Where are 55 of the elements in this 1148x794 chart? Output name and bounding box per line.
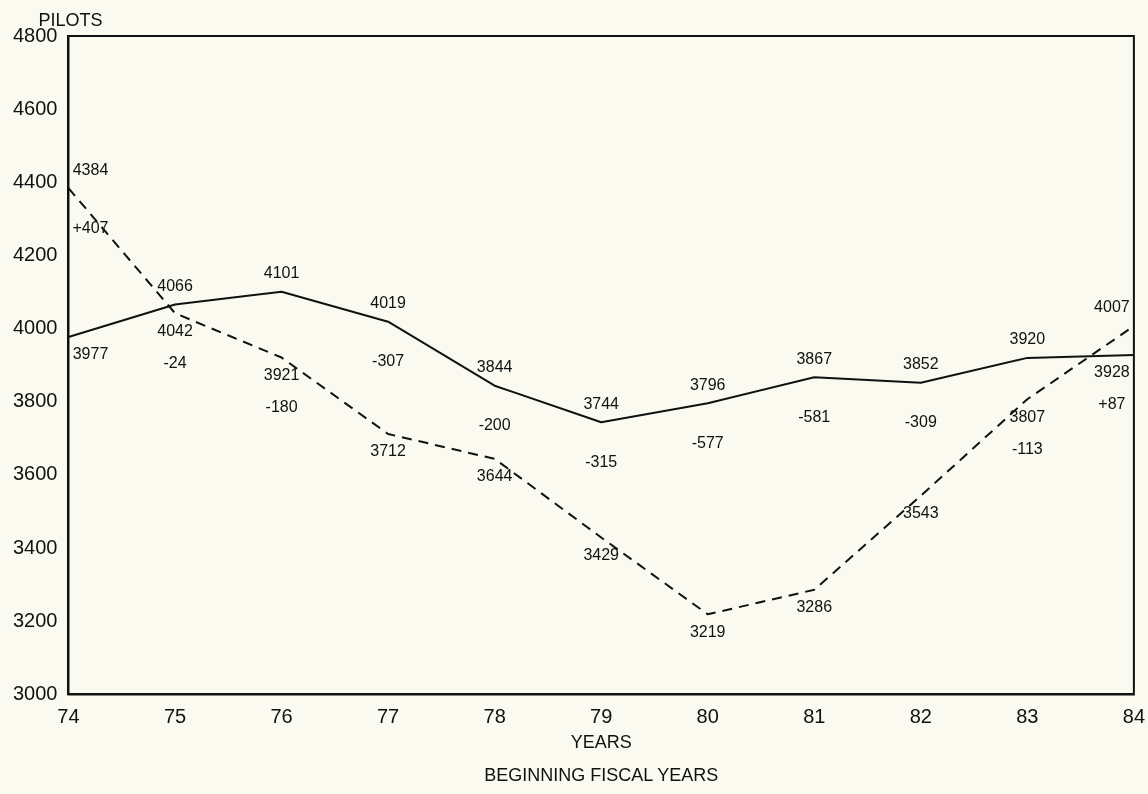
data-label: 3543 [903,504,939,522]
data-label: 3429 [583,545,620,563]
x-axis-title: YEARS [570,732,632,753]
annotation: -113 [1011,439,1043,457]
data-label: 3744 [583,394,620,412]
data-label: 3921 [263,365,300,383]
y-tick-label: 4200 [12,242,58,265]
data-label: 3807 [1009,407,1046,425]
data-label: 4384 [72,160,109,178]
x-tick-label: 78 [483,704,506,727]
x-tick-label: 82 [909,704,932,727]
y-tick-label: 4000 [12,316,58,339]
data-label: 4101 [263,264,300,282]
data-label: 3867 [796,349,833,367]
annotation: -307 [372,352,405,370]
x-tick-label: 74 [57,704,80,727]
x-tick-label: 75 [163,704,187,727]
y-tick-label: 3000 [12,681,58,704]
data-label: 3977 [72,345,109,363]
data-label: 3644 [476,467,513,485]
data-label: 3920 [1009,330,1046,348]
data-label: 4042 [157,321,193,339]
annotation: -581 [798,407,831,425]
data-label: 3219 [689,622,726,640]
y-tick-label: 4400 [12,169,58,192]
x-tick-label: 84 [1122,704,1145,727]
annotation: -200 [478,416,511,434]
x-tick-label: 81 [803,704,826,727]
text: BEGINNING FISCAL YEARS [484,764,719,785]
x-tick-label: 79 [590,704,613,727]
data-label: 4007 [1094,298,1130,316]
data-label: 3286 [796,598,833,616]
data-label: 3844 [476,358,513,376]
data-label: 3928 [1094,363,1130,381]
x-tick-label: 80 [696,704,719,727]
annotation: +407 [72,218,109,236]
annotation: -315 [585,452,618,470]
data-label: 3712 [370,442,407,460]
data-label: 3852 [903,355,939,373]
x-tick-label: 83 [1016,704,1039,727]
y-tick-label: 3400 [12,535,58,558]
annotation: -180 [265,397,298,415]
x-tick-label: 77 [376,704,400,727]
y-tick-label: 4600 [12,96,58,119]
annotation: +87 [1098,395,1126,413]
data-label: 3796 [689,375,726,393]
annotation: -309 [904,413,937,431]
data-label: 4019 [370,294,407,312]
annotation: -577 [691,433,724,451]
annotation: -24 [163,353,187,371]
x-tick-label: 76 [270,704,293,727]
data-label: 4066 [157,276,193,294]
y-tick-label: 3200 [12,608,58,631]
y-tick-label: 3800 [12,389,58,412]
y-tick-label: 3600 [12,462,58,485]
